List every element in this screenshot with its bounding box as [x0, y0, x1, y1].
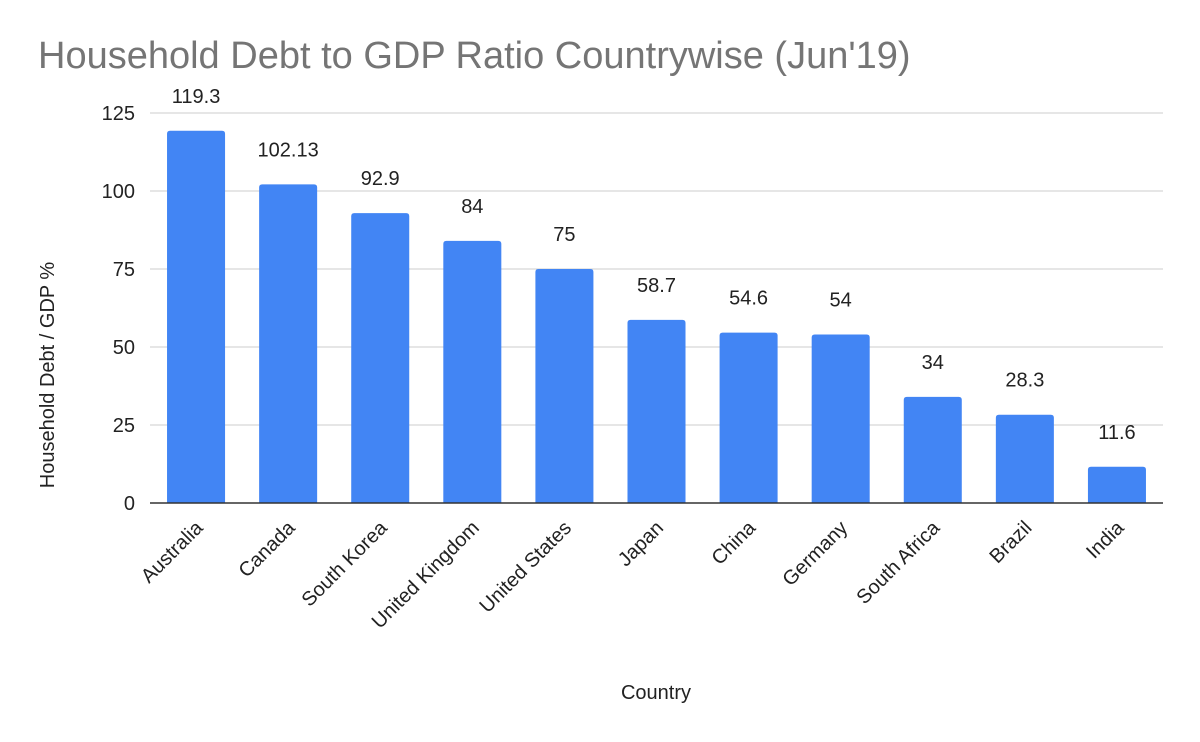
chart-title: Household Debt to GDP Ratio Countrywise … — [38, 35, 911, 77]
bar — [259, 184, 318, 503]
y-tick-label: 50 — [113, 337, 135, 359]
x-axis-title: Country — [621, 682, 691, 704]
data-label: 84 — [461, 196, 483, 218]
data-label: 28.3 — [1005, 370, 1044, 392]
bar — [1087, 466, 1146, 503]
x-tick-label: Canada — [235, 516, 301, 582]
gridlines — [150, 112, 1163, 426]
x-tick-label: Japan — [614, 517, 668, 571]
bar — [719, 332, 778, 503]
data-label: 75 — [553, 224, 575, 246]
bar — [995, 414, 1054, 503]
x-tick-label: Australia — [137, 516, 208, 587]
data-label: 119.3 — [172, 86, 221, 108]
x-tick-label: United States — [475, 517, 575, 617]
bar — [903, 396, 962, 503]
data-labels: 119.3 102.13 92.9 84 75 58.7 54.6 54 34 28.3 11.6 — [172, 86, 1136, 444]
y-tick-label: 75 — [113, 259, 135, 281]
data-label: 54 — [830, 290, 852, 312]
bar — [535, 269, 594, 503]
bar — [443, 240, 502, 504]
y-axis-ticks: 0 25 50 75 100 125 — [102, 103, 135, 515]
x-tick-label: India — [1082, 516, 1129, 563]
y-tick-label: 0 — [124, 493, 135, 515]
data-label: 92.9 — [361, 168, 400, 190]
x-tick-label: Brazil — [985, 517, 1036, 568]
bar — [627, 319, 686, 503]
bar — [811, 334, 870, 503]
data-label: 58.7 — [637, 275, 676, 297]
y-axis-title: Household Debt / GDP % — [37, 262, 59, 489]
x-tick-label: Germany — [779, 517, 853, 591]
bar — [167, 130, 226, 503]
y-tick-label: 125 — [102, 103, 135, 125]
data-label: 54.6 — [729, 288, 768, 310]
x-tick-label: South Africa — [852, 516, 944, 608]
x-tick-label: China — [708, 516, 761, 569]
x-tick-label: South Korea — [298, 516, 393, 611]
bars — [167, 130, 1146, 504]
data-label: 102.13 — [258, 139, 319, 161]
y-tick-label: 100 — [102, 181, 135, 203]
data-label: 11.6 — [1098, 422, 1135, 444]
bar — [351, 213, 410, 504]
y-tick-label: 25 — [113, 415, 135, 437]
data-label: 34 — [922, 352, 944, 374]
